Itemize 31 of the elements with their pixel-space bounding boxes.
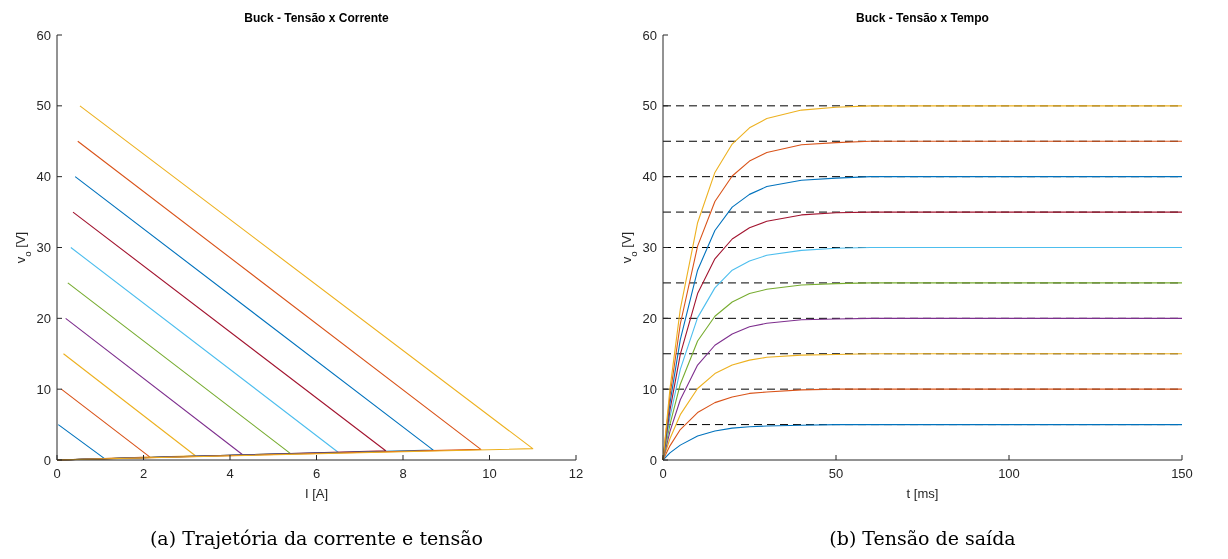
x-axis-title: I [A] <box>304 486 329 501</box>
x-tick-label: 6 <box>312 466 321 481</box>
y-tick-label: 50 <box>642 98 657 114</box>
y-tick-label: 30 <box>642 240 657 255</box>
y-tick-label: 0 <box>649 452 657 468</box>
y-tick-label: 30 <box>36 240 51 255</box>
x-tick-label: 150 <box>1171 466 1193 481</box>
y-tick-label: 40 <box>36 169 51 185</box>
y-tick-label: 60 <box>642 27 657 43</box>
x-tick-label: 100 <box>998 466 1020 481</box>
text: (b) Tensão de saída <box>829 527 1016 549</box>
chart-title: Buck - Tensão x Tempo <box>856 11 989 25</box>
chart-title: Buck - Tensão x Corrente <box>244 11 390 25</box>
y-tick-label: 10 <box>36 381 51 397</box>
x-tick-label: 2 <box>139 466 148 481</box>
x-tick-label: 8 <box>399 466 407 481</box>
x-tick-label: 12 <box>568 466 584 481</box>
x-tick-label: 4 <box>226 466 234 481</box>
x-tick-label: 0 <box>53 466 61 481</box>
y-tick-label: 20 <box>642 310 657 326</box>
x-tick-label: 0 <box>659 466 667 481</box>
y-tick-label: 50 <box>36 98 51 114</box>
x-tick-label: 10 <box>482 466 497 481</box>
x-tick-label: 50 <box>828 466 844 481</box>
y-tick-label: 10 <box>642 381 657 397</box>
y-tick-label: 60 <box>36 27 51 43</box>
x-axis-title: t [ms] <box>906 486 939 501</box>
y-tick-label: 40 <box>642 169 657 185</box>
y-tick-label: 0 <box>43 452 51 468</box>
text: (a) Trajetória da corrente e tensão <box>149 527 484 549</box>
y-tick-label: 20 <box>36 310 51 326</box>
